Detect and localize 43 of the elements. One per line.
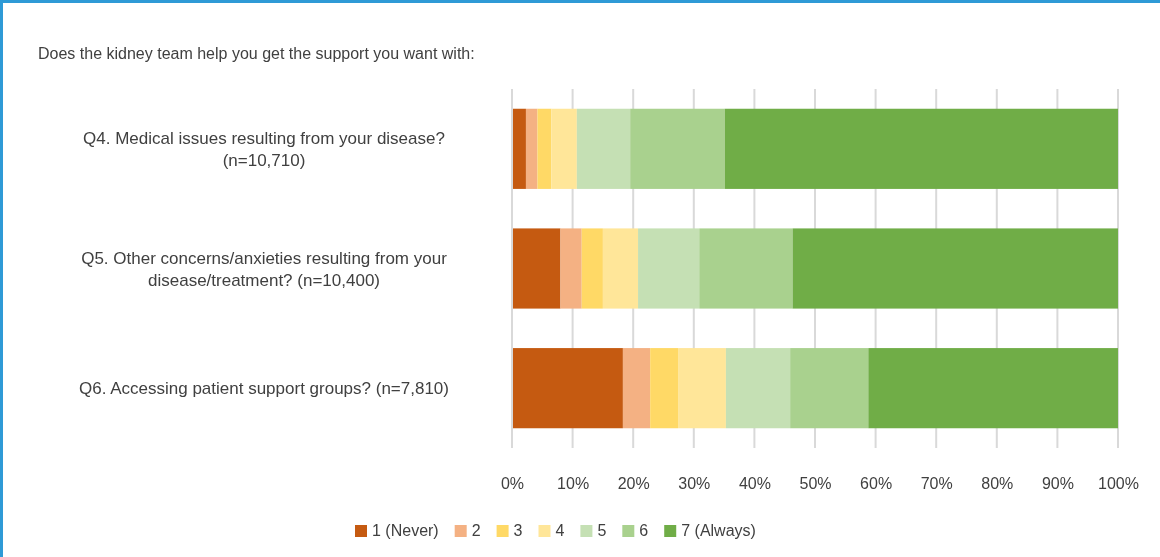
- bar: [602, 228, 639, 309]
- bar: [512, 348, 623, 429]
- legend-label: 4: [555, 522, 565, 539]
- x-tick-label: 100%: [1098, 475, 1139, 493]
- legend-label: 1 (Never): [372, 522, 439, 539]
- legend-label: 2: [471, 522, 481, 539]
- x-tick-label: 90%: [1041, 475, 1074, 493]
- bar: [724, 108, 1118, 189]
- x-tick-label: 40%: [738, 475, 771, 493]
- legend-label: 5: [597, 522, 607, 539]
- y-tick-label: Q4. Medical issues resulting from your disease? (n=10,710): [83, 128, 445, 170]
- bar: [512, 108, 526, 189]
- bar: [512, 228, 561, 309]
- bar: [638, 228, 700, 309]
- x-tick-label: 10%: [557, 475, 590, 493]
- bar: [678, 348, 726, 429]
- bar: [630, 108, 725, 189]
- x-tick-label: 60%: [860, 475, 893, 493]
- x-tick-label: 50%: [799, 475, 832, 493]
- x-tick-label: 0%: [500, 475, 525, 493]
- x-tick-label: 80%: [981, 475, 1014, 493]
- bar: [868, 348, 1118, 429]
- legend-label: 7 (Always): [681, 522, 756, 539]
- legend-label: 6: [639, 522, 649, 539]
- x-tick-label: 70%: [920, 475, 953, 493]
- bar: [581, 228, 603, 309]
- bar: [725, 348, 791, 429]
- x-tick-label: 30%: [678, 475, 711, 493]
- bar: [537, 108, 552, 189]
- bar: [792, 228, 1118, 309]
- legend-label: 3: [513, 522, 523, 539]
- text: Does the kidney team help you get the support you want with:: [38, 45, 475, 62]
- bar: [576, 108, 631, 189]
- y-tick-label: Q6. Accessing patient support groups? (n=7,810): [79, 379, 449, 399]
- x-tick-label: 20%: [617, 475, 650, 493]
- bar: [699, 228, 793, 309]
- bar: [622, 348, 651, 429]
- bar: [650, 348, 679, 429]
- bar: [525, 108, 538, 189]
- y-tick-label: Q5. Other concerns/anxieties resulting from your disease/treatment? (n=10,400): [81, 248, 448, 290]
- bar: [560, 228, 582, 309]
- bar: [551, 108, 577, 189]
- bar: [790, 348, 869, 429]
